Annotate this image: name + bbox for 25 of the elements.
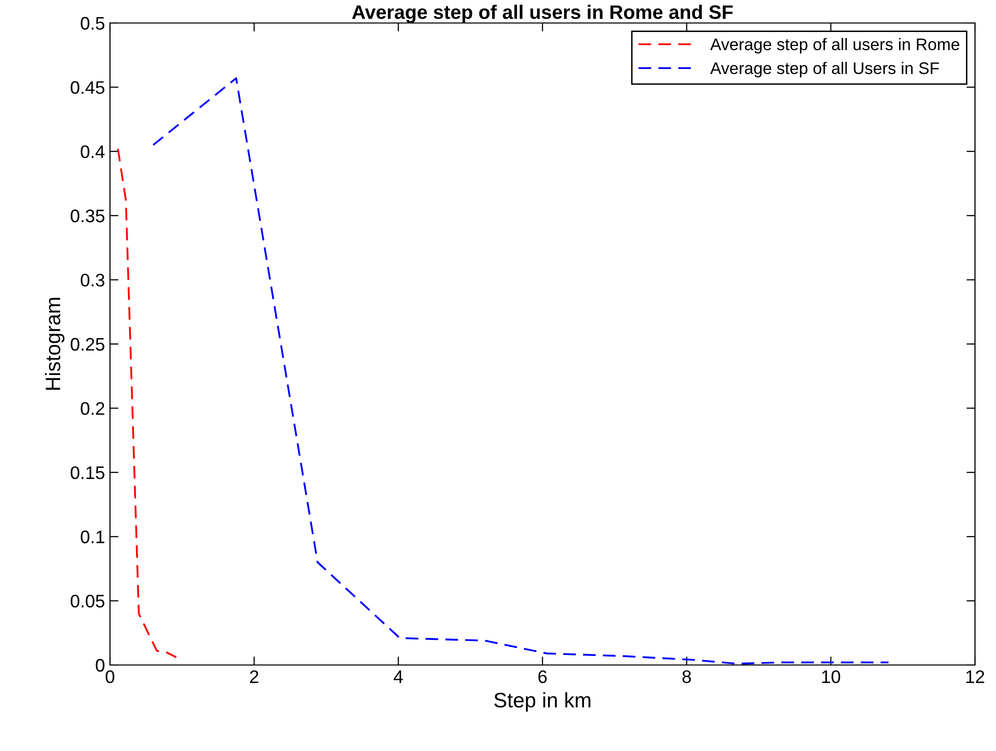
x-tick-label: 8 <box>682 670 691 684</box>
y-tick-label: 0.2 <box>80 402 104 415</box>
legend-label: Average step of all users in Rome <box>710 38 960 54</box>
y-tick-label: 0.1 <box>80 530 104 544</box>
x-tick-label: 6 <box>538 670 547 684</box>
y-tick-label: 0.4 <box>80 145 105 158</box>
y-tick-label: 0.35 <box>70 210 104 222</box>
x-tick-label: 4 <box>394 670 403 683</box>
x-tick-label: 10 <box>822 670 840 684</box>
y-axis-title: Histogram <box>45 298 64 390</box>
x-tick-label: 0 <box>106 670 114 684</box>
chart-title: Average step of all users in Rome and SF <box>352 4 733 23</box>
y-tick-label: 0 <box>96 658 104 672</box>
y-tick-label: 0.05 <box>70 594 104 608</box>
y-tick-label: 0.25 <box>70 338 104 351</box>
line-series <box>117 148 178 658</box>
x-tick-label: 12 <box>966 670 984 683</box>
y-tick-label: 0.45 <box>70 81 104 94</box>
x-tick-label: 2 <box>250 670 258 683</box>
y-tick-label: 0.3 <box>80 274 104 287</box>
legend-label: Average step of all Users in SF <box>710 62 939 78</box>
y-tick-label: 0.15 <box>70 466 104 480</box>
x-axis-title: Step in km <box>494 692 590 712</box>
y-tick-label: 0.5 <box>80 16 104 30</box>
line-series <box>152 77 890 665</box>
